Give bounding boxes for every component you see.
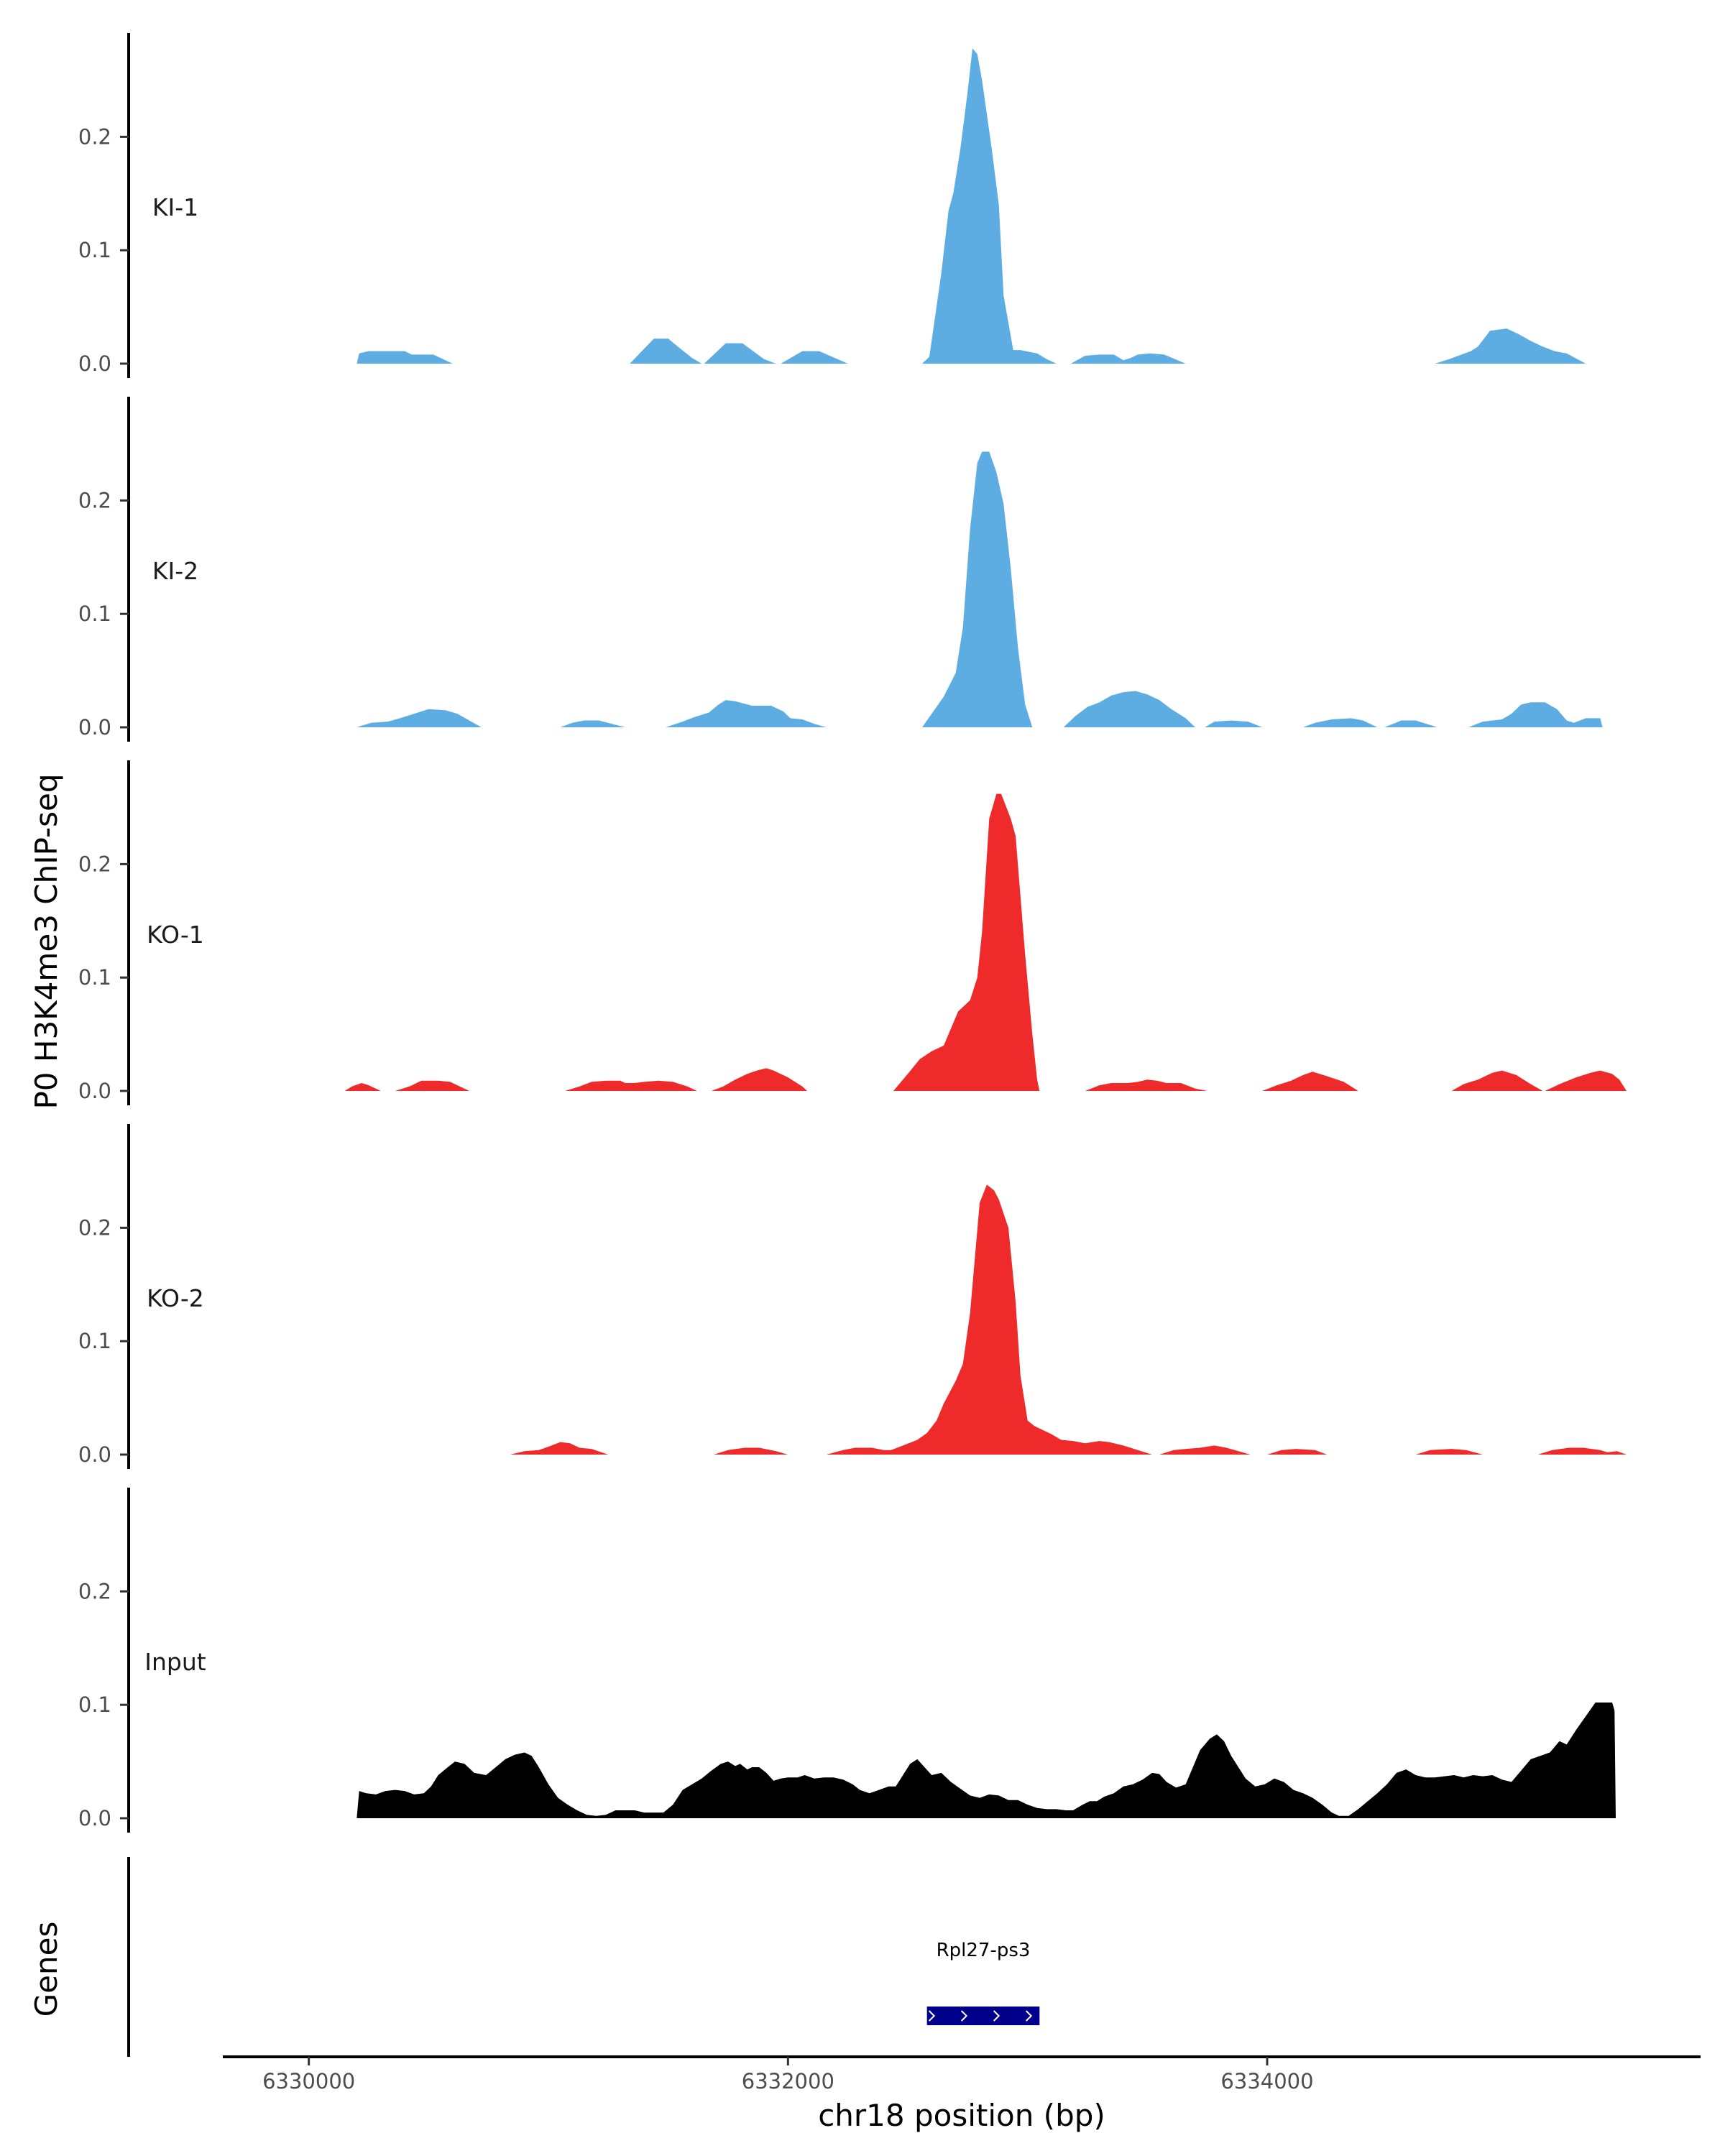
gene-body bbox=[926, 2007, 1040, 2025]
x-tick-label: 6332000 bbox=[742, 2069, 834, 2093]
genes-track: Genes Rpl27-ps3 bbox=[29, 1857, 1040, 2057]
signal-area-ko-1 bbox=[344, 793, 1627, 1091]
track-ko-1: 0.0 0.1 0.2 KO-1 bbox=[78, 760, 1627, 1105]
genes-track-title: Genes bbox=[29, 1922, 64, 2017]
y-tick-label: 0.2 bbox=[78, 1215, 111, 1240]
track-ki-1: 0.0 0.1 0.2 KI-1 bbox=[78, 33, 1591, 378]
signal-area-ki-1 bbox=[356, 48, 1591, 364]
track-input: 0.0 0.1 0.2 Input bbox=[78, 1488, 1616, 1833]
y-tick-label: 0.0 bbox=[78, 1806, 111, 1830]
track-ko-2: 0.0 0.1 0.2 KO-2 bbox=[78, 1124, 1627, 1469]
y-tick-label: 0.0 bbox=[78, 1079, 111, 1103]
signal-area-input bbox=[356, 1703, 1616, 1818]
y-tick-label: 0.1 bbox=[78, 602, 111, 626]
y-tick-label: 0.1 bbox=[78, 238, 111, 262]
y-tick-label: 0.2 bbox=[78, 124, 111, 149]
y-tick-label: 0.0 bbox=[78, 715, 111, 740]
y-tick-label: 0.2 bbox=[78, 1579, 111, 1603]
strand-arrow bbox=[928, 2010, 936, 2022]
x-tick-label: 6330000 bbox=[262, 2069, 355, 2093]
gene-label: Rpl27-ps3 bbox=[937, 1940, 1031, 1961]
strand-arrow bbox=[960, 2010, 968, 2022]
track-label: KO-1 bbox=[147, 921, 204, 949]
track-label: KI-1 bbox=[152, 193, 198, 221]
y-tick-label: 0.1 bbox=[78, 1692, 111, 1717]
strand-arrow bbox=[1025, 2010, 1033, 2022]
y-tick-label: 0.0 bbox=[78, 351, 111, 376]
x-axis-title: chr18 position (bp) bbox=[818, 2098, 1105, 2133]
signal-tracks: 0.00.10.2KI-10.00.10.2KI-20.00.10.2KO-10… bbox=[78, 33, 1627, 1833]
x-tick-label: 6334000 bbox=[1220, 2069, 1313, 2093]
x-axis: 6330000 6332000 6334000 bbox=[223, 2055, 1701, 2093]
track-label: KI-2 bbox=[152, 557, 198, 585]
strand-arrow bbox=[993, 2010, 1000, 2022]
signal-area-ki-2 bbox=[356, 451, 1603, 727]
y-tick-label: 0.0 bbox=[78, 1442, 111, 1467]
track-label: KO-2 bbox=[147, 1284, 204, 1312]
y-tick-label: 0.1 bbox=[78, 965, 111, 990]
track-ki-2: 0.0 0.1 0.2 KI-2 bbox=[78, 397, 1603, 742]
y-tick-label: 0.2 bbox=[78, 488, 111, 512]
y-axis-title: P0 H3K4me3 ChIP-seq bbox=[29, 773, 64, 1109]
y-tick-label: 0.1 bbox=[78, 1329, 111, 1353]
track-label: Input bbox=[144, 1648, 206, 1676]
y-tick-label: 0.2 bbox=[78, 852, 111, 876]
